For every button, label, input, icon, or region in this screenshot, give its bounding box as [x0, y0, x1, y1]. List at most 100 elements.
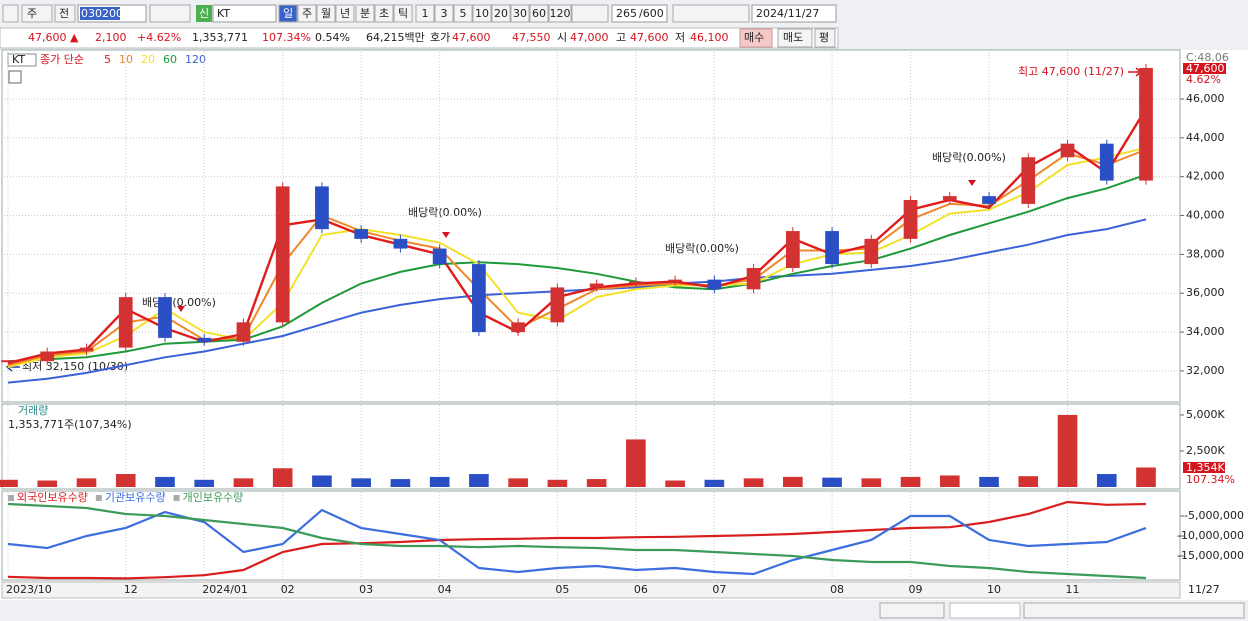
buy: 매수 — [744, 31, 764, 44]
legend-entry: 20 — [141, 53, 155, 66]
unit-button[interactable] — [335, 4, 355, 23]
number-button[interactable] — [472, 4, 492, 23]
x-tick-label: 09 — [909, 583, 923, 596]
avg-button[interactable] — [814, 28, 836, 48]
search-icons[interactable] — [149, 4, 191, 23]
candle — [236, 322, 251, 342]
menu-icon[interactable] — [2, 4, 19, 23]
x-tick-label: 2023/10 — [6, 583, 52, 596]
volume-bar — [586, 479, 607, 487]
y-tick-label: 42,000 — [1186, 170, 1225, 183]
low-label: 저 — [675, 31, 685, 44]
zoom-slider[interactable] — [949, 602, 1021, 619]
unit-button[interactable] — [297, 4, 317, 23]
calendar-icon[interactable] — [8, 70, 22, 84]
candle — [825, 231, 839, 265]
number-button[interactable] — [415, 4, 435, 23]
name-input[interactable] — [212, 4, 277, 23]
volume-bar — [76, 478, 97, 487]
volume-title: 거래량 — [18, 404, 48, 417]
code: 030200 — [81, 7, 123, 20]
y-tick-label: 40,000 — [1186, 209, 1225, 222]
unit-label: 주 — [302, 7, 312, 20]
count-box[interactable] — [611, 4, 668, 23]
candle — [746, 267, 761, 290]
number-button[interactable] — [453, 4, 473, 23]
x-tick-label: 03 — [359, 583, 373, 596]
number-button[interactable] — [491, 4, 511, 23]
x-tick-label: 08 — [830, 583, 844, 596]
number-button[interactable] — [548, 4, 572, 23]
legend-entry: 10 — [119, 53, 133, 66]
volume-bar — [233, 478, 254, 487]
number-label: 120 — [550, 7, 571, 20]
buy-button[interactable] — [739, 28, 773, 48]
volume-bar — [626, 439, 646, 487]
number-button[interactable] — [434, 4, 454, 23]
volume-bar — [822, 477, 842, 487]
x-tick-label: 10 — [987, 583, 1001, 596]
volume-bar — [939, 475, 960, 487]
unit-button[interactable] — [393, 4, 413, 23]
candle — [1139, 67, 1153, 181]
moving-average — [7, 173, 1147, 363]
credit: 신 — [199, 7, 209, 20]
sell-button[interactable] — [777, 28, 813, 48]
high-annotation: 최고 47,600 (11/27) — [1018, 65, 1124, 78]
volume-bar — [1057, 414, 1078, 487]
candle — [1, 360, 15, 363]
legend-swatch — [173, 495, 180, 501]
open: 47,000 — [570, 31, 609, 44]
open-label: 시 — [557, 31, 567, 44]
date-box[interactable] — [751, 4, 837, 23]
volume-bar — [1096, 474, 1117, 487]
volume-bar — [979, 476, 999, 487]
quote-price: 47,600 ▲ — [28, 31, 79, 44]
combo[interactable] — [571, 4, 609, 23]
last-volume: 1,354K — [1186, 461, 1225, 474]
prev-button[interactable] — [54, 4, 76, 23]
x-tick-label: 04 — [438, 583, 452, 596]
volume-bar — [547, 479, 568, 487]
unit-button[interactable] — [316, 4, 336, 23]
unit-button[interactable] — [355, 4, 375, 23]
legend-entry: 개인보유수량 — [183, 491, 244, 504]
hoga-label: 호가 — [430, 31, 450, 44]
legend-swatch — [95, 495, 102, 501]
number-label: 10 — [475, 7, 489, 20]
unit-label: 초 — [379, 7, 389, 20]
period-select[interactable] — [21, 4, 53, 23]
date: 2024/11/27 — [756, 7, 819, 20]
candle — [668, 279, 682, 282]
moving-average — [7, 148, 1147, 367]
dividend-annotation: 배당락(0.00%) — [408, 206, 482, 219]
current-high: C:48,06 — [1186, 51, 1229, 64]
quote-amount: 64,215백만 — [366, 31, 425, 44]
y-tick-label: 2,500K — [1186, 444, 1225, 457]
y-tick-label: -5,000,000 — [1184, 509, 1244, 522]
volume-bar — [783, 476, 803, 487]
candle — [158, 297, 172, 338]
volume-bar — [351, 478, 371, 487]
nav-buttons[interactable] — [879, 602, 945, 619]
bid: 47,550 — [512, 31, 551, 44]
volume-bar — [508, 478, 528, 487]
number-button[interactable] — [529, 4, 549, 23]
quote-bar — [0, 27, 839, 49]
high-label: 고 — [616, 31, 626, 44]
unit-button[interactable] — [374, 4, 394, 23]
dividend-annotation: 배당락(0.00%) — [932, 151, 1006, 164]
candle — [511, 322, 526, 333]
volume-subtitle: 1,353,771주(107,34%) — [8, 418, 132, 431]
low: 46,100 — [690, 31, 729, 44]
y-tick-label: 34,000 — [1186, 325, 1225, 338]
y-tick-label: 36,000 — [1186, 286, 1225, 299]
tool-icons[interactable] — [672, 4, 750, 23]
unit-button[interactable] — [278, 4, 298, 23]
bottom-icons[interactable] — [1023, 602, 1245, 619]
number-button[interactable] — [510, 4, 530, 23]
candle — [785, 231, 800, 268]
x-tick-label: 02 — [281, 583, 295, 596]
candle — [354, 229, 369, 239]
